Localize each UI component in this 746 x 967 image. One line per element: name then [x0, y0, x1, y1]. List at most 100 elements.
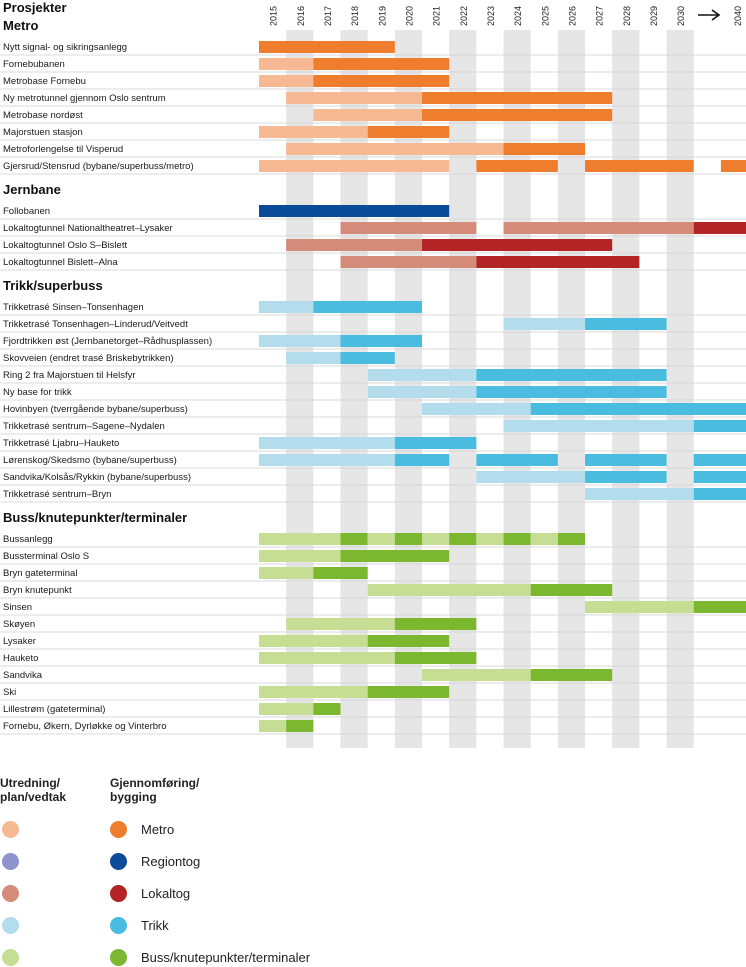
group-heading: Buss/knutepunkter/terminaler	[3, 510, 187, 525]
project-label: Skovveien (endret trasé Briskebytrikken)	[3, 353, 174, 364]
plan-bar	[286, 352, 341, 364]
build-bar	[693, 420, 746, 432]
plan-bar	[422, 403, 531, 415]
plan-bar	[259, 635, 368, 647]
build-bar	[693, 454, 746, 466]
year-tick-label: 2029	[649, 6, 659, 26]
plan-bar	[259, 335, 341, 347]
project-label: Fornebubanen	[3, 59, 65, 70]
year-tick-label: 2019	[377, 6, 387, 26]
legend-plan-swatch	[2, 917, 19, 934]
build-bar	[530, 669, 613, 681]
project-label: Ny metrotunnel gjennom Oslo sentrum	[3, 93, 166, 104]
build-bar	[693, 222, 746, 234]
build-bar	[286, 720, 314, 732]
project-label: Bussterminal Oslo S	[3, 551, 89, 562]
plan-bar	[585, 488, 694, 500]
year-tick-label: 2021	[432, 6, 442, 26]
legend: Utredning/plan/vedtak Gjennomføring/byggi…	[0, 760, 746, 967]
plan-bar	[503, 222, 694, 234]
project-label: Ny base for trikk	[3, 387, 72, 398]
year-tick-label: 2017	[323, 6, 333, 26]
year-column-shade	[666, 30, 694, 748]
group-heading: Metro	[3, 18, 38, 33]
project-label: Ski	[3, 687, 16, 698]
build-bar	[476, 454, 558, 466]
build-bar	[720, 160, 746, 172]
build-bar	[585, 318, 667, 330]
legend-plan-swatch	[2, 949, 19, 966]
plan-bar	[585, 601, 694, 613]
plan-bar	[259, 301, 314, 313]
project-label: Trikketrasé sentrum–Sagene–Nydalen	[3, 421, 165, 432]
project-label: Bryn gateterminal	[3, 568, 77, 579]
plan-bar	[476, 533, 504, 545]
build-bar	[585, 454, 667, 466]
project-label: Bussanlegg	[3, 534, 53, 545]
project-label: Nytt signal- og sikringsanlegg	[3, 42, 127, 53]
project-label: Fornebu, Økern, Dyrløkke og Vinterbro	[3, 721, 167, 732]
plan-bar	[259, 652, 395, 664]
plan-bar	[367, 584, 531, 596]
build-bar	[259, 41, 395, 53]
build-bar	[476, 160, 558, 172]
build-bar	[503, 143, 586, 155]
legend-build-heading: bygging	[110, 790, 157, 804]
plan-bar	[503, 318, 586, 330]
plan-bar	[286, 239, 423, 251]
plan-bar	[286, 143, 504, 155]
build-bar	[367, 126, 450, 138]
build-bar	[367, 686, 450, 698]
build-bar	[313, 58, 450, 70]
legend-plan-swatch	[2, 821, 19, 838]
arrow-icon-head	[711, 9, 721, 21]
project-label: Fjordtrikken øst (Jernbanetorget–Rådhusp…	[3, 336, 212, 347]
project-label: Ring 2 fra Majorstuen til Helsfyr	[3, 370, 136, 381]
plan-bar	[259, 454, 395, 466]
build-bar	[394, 533, 423, 545]
legend-plan-swatch	[2, 853, 19, 870]
year-tick-label: 2026	[567, 6, 577, 26]
project-label: Sinsen	[3, 602, 32, 613]
project-label: Bryn knutepunkt	[3, 585, 72, 596]
build-bar	[693, 471, 746, 483]
build-bar	[693, 488, 746, 500]
project-label: Lokaltogtunnel Oslo S–Bislett	[3, 240, 127, 251]
plan-bar	[286, 92, 423, 104]
build-bar	[340, 352, 395, 364]
build-bar	[693, 601, 746, 613]
build-bar	[340, 335, 423, 347]
plan-bar	[259, 703, 314, 715]
plan-bar	[259, 686, 368, 698]
legend-label: Trikk	[141, 918, 169, 933]
plan-bar	[476, 471, 586, 483]
legend-label: Buss/knutepunkter/terminaler	[141, 950, 311, 965]
year-tick-label: 2020	[404, 6, 414, 26]
build-bar	[449, 533, 477, 545]
build-bar	[476, 386, 667, 398]
plan-bar	[340, 256, 477, 268]
project-label: Hauketo	[3, 653, 38, 664]
project-label: Lokaltogtunnel Bislett–Alna	[3, 257, 118, 268]
build-bar	[367, 635, 450, 647]
build-bar	[259, 205, 450, 217]
year-tick-label: 2022	[459, 6, 469, 26]
build-bar	[585, 160, 694, 172]
year-tick-label: 2016	[296, 6, 306, 26]
project-label: Sandvika/Kolsås/Rykkin (bybane/superbuss…	[3, 472, 191, 483]
legend-plan-heading: plan/vedtak	[0, 790, 67, 804]
year-tick-label: 2023	[486, 6, 496, 26]
arrow-tick-label: 2040	[733, 6, 743, 26]
project-label: Gjersrud/Stensrud (bybane/superbuss/metr…	[3, 161, 194, 172]
build-bar	[313, 567, 368, 579]
year-tick-label: 2030	[676, 6, 686, 26]
project-label: Lørenskog/Skedsmo (bybane/superbuss)	[3, 455, 177, 466]
plan-bar	[259, 437, 395, 449]
legend-label: Regiontog	[141, 854, 201, 869]
year-tick-label: 2027	[595, 6, 605, 26]
plan-bar	[530, 533, 558, 545]
legend-plan-swatch	[2, 885, 19, 902]
build-bar	[476, 369, 667, 381]
plan-bar	[367, 533, 395, 545]
project-label: Trikketrasé Sinsen–Tonsenhagen	[3, 302, 144, 313]
